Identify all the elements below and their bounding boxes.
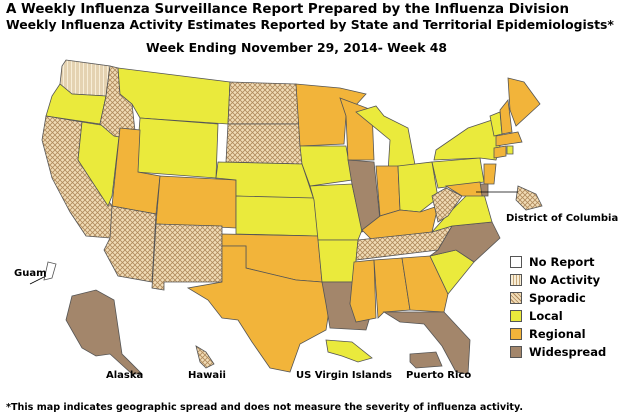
state-ct [493, 145, 507, 159]
state-wv [431, 187, 463, 223]
dc-label: District of Columbia [506, 213, 619, 224]
state-ri [506, 145, 514, 155]
state-hi [195, 345, 215, 369]
usvi-label: US Virgin Islands [296, 370, 392, 381]
state-vi [325, 339, 373, 363]
legend-label: Sporadic [529, 291, 586, 305]
state-mt [117, 67, 231, 125]
legend-swatch-local [510, 310, 522, 322]
state-ms [349, 259, 377, 323]
state-me [507, 77, 541, 127]
report-subtitle: Weekly Influenza Activity Estimates Repo… [6, 17, 614, 32]
state-in [375, 165, 401, 217]
week-label: Week Ending November 29, 2014- Week 48 [146, 40, 447, 55]
alaska-label: Alaska [106, 370, 144, 381]
state-ks [235, 195, 319, 237]
legend-item-widespread: Widespread [510, 343, 606, 361]
legend-item-regional: Regional [510, 325, 606, 343]
state-co [155, 175, 237, 229]
state-ar [317, 239, 359, 283]
legend-label: Local [529, 309, 563, 323]
legend-swatch-sporadic [510, 292, 522, 304]
state-nh [499, 99, 513, 135]
legend-swatch-regional [510, 328, 522, 340]
state-fl [382, 311, 471, 375]
state-nd [227, 81, 301, 125]
footnote: *This map indicates geographic spread an… [6, 402, 524, 413]
legend-label: Widespread [529, 345, 607, 359]
state-dc [515, 185, 543, 211]
legend-item-local: Local [510, 307, 606, 325]
state-tx [186, 245, 331, 373]
state-ny [433, 119, 501, 161]
state-wy [135, 117, 219, 179]
state-ia [299, 145, 353, 187]
legend-item-no-activity: No Activity [510, 271, 606, 289]
legend-swatch-no-activity [510, 274, 522, 286]
state-mi [355, 105, 417, 173]
state-md [444, 181, 483, 197]
legend-swatch-widespread [510, 346, 522, 358]
guam-label: Guam [14, 268, 47, 279]
state-pr [409, 351, 443, 369]
state-az [103, 205, 157, 283]
legend-item-no-report: No Report [510, 253, 606, 271]
report-title: A Weekly Influenza Surveillance Report P… [6, 2, 570, 17]
state-sd [225, 123, 303, 165]
legend-label: No Activity [529, 273, 601, 287]
state-nm [151, 223, 223, 291]
legend-swatch-no-report [510, 256, 522, 268]
state-nj [483, 163, 497, 185]
state-ma [495, 131, 523, 147]
guam-leader-line [29, 275, 47, 285]
state-gu [43, 261, 57, 281]
legend: No Report No Activity Sporadic Local Reg… [510, 253, 606, 361]
hawaii-label: Hawaii [188, 370, 226, 381]
pr-label: Puerto Rico [406, 370, 472, 381]
legend-item-sporadic: Sporadic [510, 289, 606, 307]
state-al [373, 257, 411, 319]
legend-label: No Report [529, 255, 595, 269]
state-ak [65, 289, 143, 375]
state-oh [397, 161, 439, 213]
legend-label: Regional [529, 327, 586, 341]
